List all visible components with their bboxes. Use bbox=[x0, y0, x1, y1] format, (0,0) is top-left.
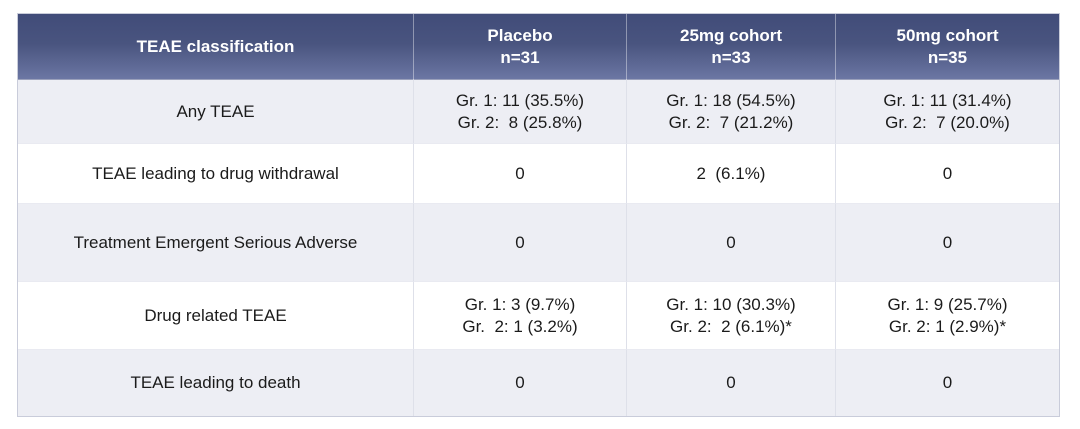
value-cell: 0 bbox=[836, 204, 1059, 282]
row-label-death: TEAE leading to death bbox=[18, 350, 414, 416]
row-label-text: Drug related TEAE bbox=[144, 305, 287, 325]
row-label-text: TEAE leading to drug withdrawal bbox=[92, 163, 339, 183]
value-line: Gr. 1: 10 (30.3%) bbox=[666, 294, 796, 314]
value-line: 0 bbox=[515, 232, 525, 252]
header-cell-25mg: 25mg cohort n=33 bbox=[627, 14, 836, 80]
row-label-drug-withdrawal: TEAE leading to drug withdrawal bbox=[18, 144, 414, 204]
value-line: 0 bbox=[726, 373, 736, 392]
value-line: 0 bbox=[942, 232, 953, 252]
header-group-name: 50mg cohort bbox=[896, 25, 999, 45]
value-cell: Gr. 1: 11 (31.4%) Gr. 2: 7 (20.0%) bbox=[836, 80, 1059, 144]
value-cell: Gr. 1: 10 (30.3%) Gr. 2: 2 (6.1%)* bbox=[627, 282, 836, 350]
header-cell-classification: TEAE classification bbox=[18, 14, 414, 80]
value-cell: 0 bbox=[414, 204, 627, 282]
value-line: Gr. 1: 18 (54.5%) bbox=[666, 90, 796, 110]
header-group-name: Placebo bbox=[487, 25, 553, 45]
row-label-text: Any TEAE bbox=[176, 101, 255, 121]
header-classification-label: TEAE classification bbox=[136, 36, 295, 56]
value-cell: 0 bbox=[836, 350, 1059, 416]
teae-table: TEAE classification Placebo n=31 25mg co… bbox=[17, 13, 1060, 417]
value-line: Gr. 2: 7 (20.0%) bbox=[885, 112, 1010, 132]
value-line: Gr. 2: 7 (21.2%) bbox=[668, 112, 794, 132]
value-line: 0 bbox=[942, 373, 953, 392]
value-line: Gr. 2: 1 (3.2%) bbox=[462, 316, 578, 336]
value-line: Gr. 1: 3 (9.7%) bbox=[464, 294, 576, 314]
row-label-drug-related: Drug related TEAE bbox=[18, 282, 414, 350]
value-cell: Gr. 1: 9 (25.7%) Gr. 2: 1 (2.9%)* bbox=[836, 282, 1059, 350]
value-line: 0 bbox=[942, 163, 953, 183]
row-label-any-teae: Any TEAE bbox=[18, 80, 414, 144]
value-line: Gr. 2: 8 (25.8%) bbox=[457, 112, 583, 132]
value-cell: 0 bbox=[414, 350, 627, 416]
row-label-serious-adverse: Treatment Emergent Serious Adverse bbox=[18, 204, 414, 282]
value-line: Gr. 2: 2 (6.1%)* bbox=[670, 316, 792, 336]
value-cell: 0 bbox=[627, 204, 836, 282]
header-group-n: n=31 bbox=[500, 47, 540, 67]
value-cell: Gr. 1: 11 (35.5%) Gr. 2: 8 (25.8%) bbox=[414, 80, 627, 144]
row-label-text: TEAE leading to death bbox=[130, 373, 301, 392]
value-line: Gr. 2: 1 (2.9%)* bbox=[888, 316, 1007, 336]
header-cell-50mg: 50mg cohort n=35 bbox=[836, 14, 1059, 80]
header-group-n: n=33 bbox=[711, 47, 751, 67]
header-group-n: n=35 bbox=[927, 47, 968, 67]
header-cell-placebo: Placebo n=31 bbox=[414, 14, 627, 80]
value-cell: 0 bbox=[414, 144, 627, 204]
header-group-name: 25mg cohort bbox=[679, 25, 783, 45]
value-cell: 2 (6.1%) bbox=[627, 144, 836, 204]
value-line: Gr. 1: 11 (31.4%) bbox=[883, 90, 1012, 110]
value-cell: Gr. 1: 3 (9.7%) Gr. 2: 1 (3.2%) bbox=[414, 282, 627, 350]
value-cell: 0 bbox=[836, 144, 1059, 204]
value-line: Gr. 1: 9 (25.7%) bbox=[887, 294, 1008, 314]
value-line: Gr. 1: 11 (35.5%) bbox=[455, 90, 585, 110]
value-line: 2 (6.1%) bbox=[696, 163, 766, 183]
value-line: 0 bbox=[515, 163, 525, 183]
row-label-text: Treatment Emergent Serious Adverse bbox=[73, 232, 358, 252]
value-cell: 0 bbox=[627, 350, 836, 416]
value-line: 0 bbox=[515, 373, 525, 392]
value-line: 0 bbox=[726, 232, 736, 252]
value-cell: Gr. 1: 18 (54.5%) Gr. 2: 7 (21.2%) bbox=[627, 80, 836, 144]
